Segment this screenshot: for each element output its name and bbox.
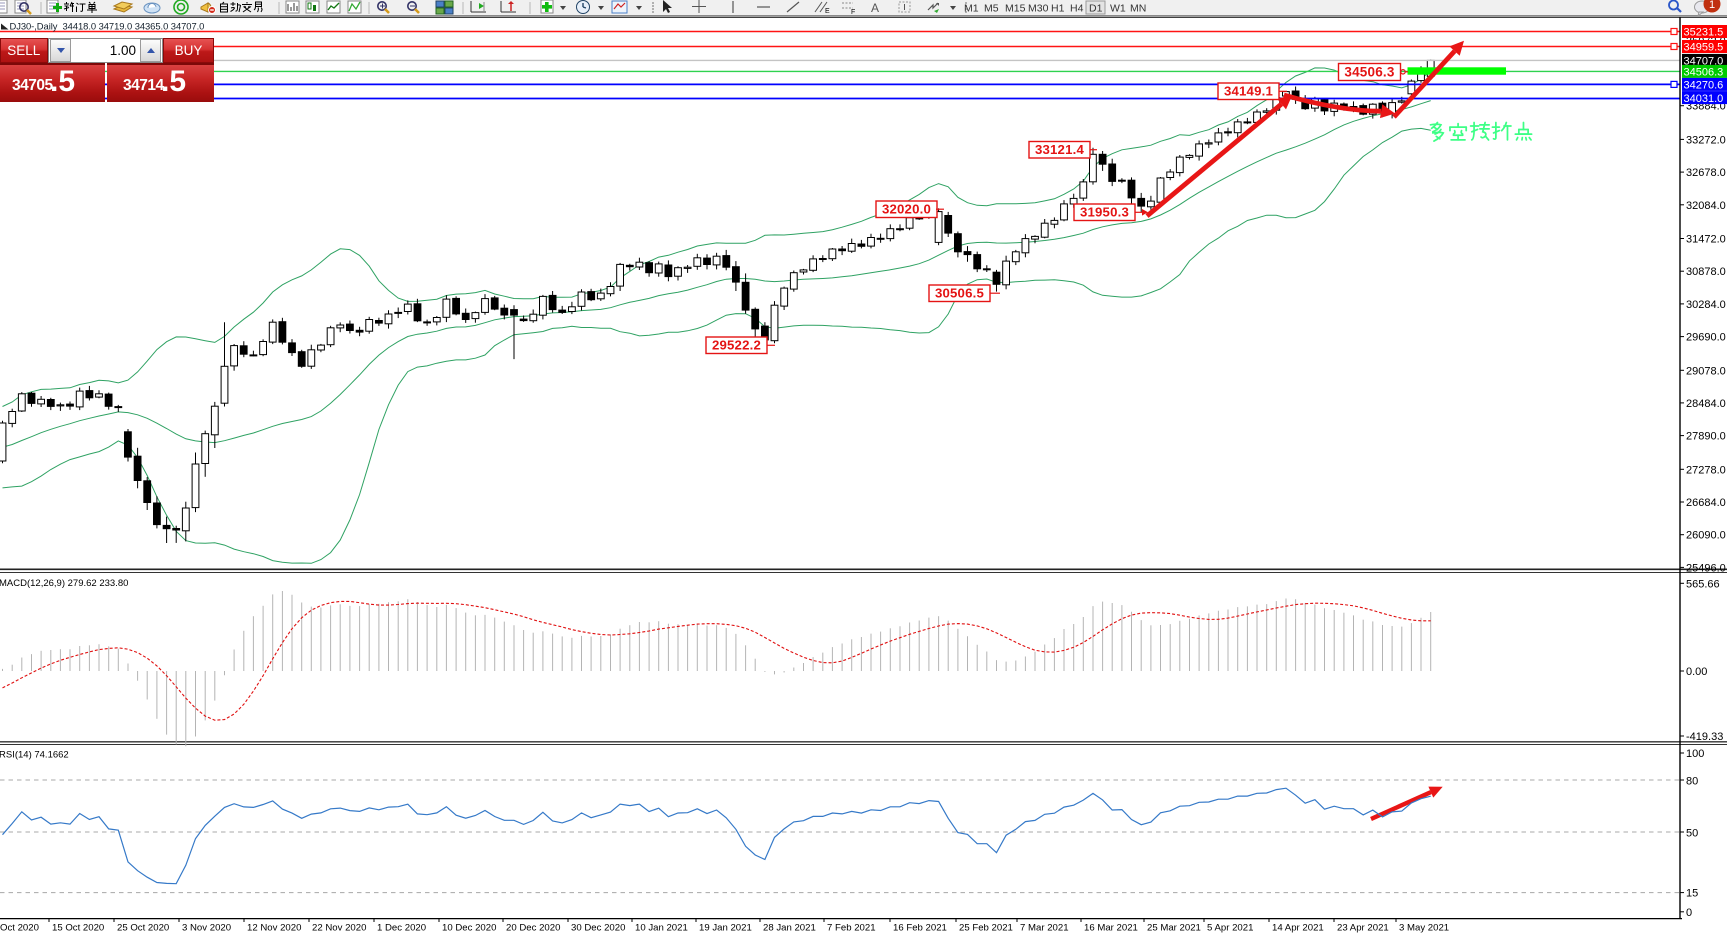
svg-text:23 Apr 2021: 23 Apr 2021 <box>1337 923 1389 934</box>
svg-text:D1: D1 <box>1089 3 1103 15</box>
svg-text:M5: M5 <box>984 3 999 15</box>
svg-text:10 Dec 2020: 10 Dec 2020 <box>442 923 496 934</box>
svg-text:19 Jan 2021: 19 Jan 2021 <box>699 923 752 934</box>
svg-text:32020.0: 32020.0 <box>882 201 931 216</box>
svg-text:12 Nov 2020: 12 Nov 2020 <box>247 923 301 934</box>
svg-text:H1: H1 <box>1051 3 1065 15</box>
svg-text:50: 50 <box>1686 828 1698 840</box>
svg-text:33121.4: 33121.4 <box>1035 142 1085 157</box>
svg-text:W1: W1 <box>1110 3 1126 15</box>
svg-text:M1: M1 <box>964 3 979 15</box>
svg-text:34270.6: 34270.6 <box>1684 80 1724 92</box>
svg-text:29690.0: 29690.0 <box>1686 332 1726 344</box>
svg-text:DJ30-,Daily 34418.0 34719.0 3: DJ30-,Daily 34418.0 34719.0 34365.0 3470… <box>10 20 205 31</box>
svg-text:27890.0: 27890.0 <box>1686 431 1726 443</box>
svg-text:31472.0: 31472.0 <box>1686 234 1726 246</box>
svg-text:H4: H4 <box>1070 3 1084 15</box>
svg-text:34707.0: 34707.0 <box>1684 56 1724 68</box>
svg-text:34149.1: 34149.1 <box>1224 83 1273 98</box>
svg-text:28484.0: 28484.0 <box>1686 398 1726 410</box>
svg-text:25 Mar 2021: 25 Mar 2021 <box>1147 923 1201 934</box>
svg-text:16 Feb 2021: 16 Feb 2021 <box>893 923 947 934</box>
svg-text:1: 1 <box>1709 0 1715 11</box>
svg-text:34506.3: 34506.3 <box>1684 67 1724 79</box>
svg-text:0: 0 <box>1686 907 1692 919</box>
svg-text:MACD(12,26,9) 279.62 233.80: MACD(12,26,9) 279.62 233.80 <box>0 578 128 589</box>
svg-text:34506.3: 34506.3 <box>1344 64 1394 79</box>
svg-text:10 Jan 2021: 10 Jan 2021 <box>635 923 688 934</box>
svg-text:1 Dec 2020: 1 Dec 2020 <box>377 923 426 934</box>
svg-text:33272.0: 33272.0 <box>1686 134 1726 146</box>
svg-text:100: 100 <box>1686 748 1704 760</box>
svg-text:26684.0: 26684.0 <box>1686 497 1726 509</box>
svg-text:25 Feb 2021: 25 Feb 2021 <box>959 923 1013 934</box>
svg-text:34959.5: 34959.5 <box>1684 42 1724 54</box>
svg-text:M15: M15 <box>1005 3 1026 15</box>
svg-text:32678.0: 32678.0 <box>1686 167 1726 179</box>
svg-text:30878.0: 30878.0 <box>1686 266 1726 278</box>
svg-text:29522.2: 29522.2 <box>712 337 761 352</box>
svg-text:31950.3: 31950.3 <box>1080 204 1129 219</box>
svg-text:27278.0: 27278.0 <box>1686 464 1726 476</box>
svg-text:F: F <box>851 9 855 16</box>
svg-text:Oct 2020: Oct 2020 <box>0 923 39 934</box>
svg-text:MN: MN <box>1130 3 1146 15</box>
svg-text:25496.0: 25496.0 <box>1686 562 1726 574</box>
svg-text:M30: M30 <box>1028 3 1049 15</box>
svg-text:30506.5: 30506.5 <box>935 285 984 300</box>
svg-text:3 May 2021: 3 May 2021 <box>1399 923 1449 934</box>
svg-text:7 Mar 2021: 7 Mar 2021 <box>1020 923 1069 934</box>
svg-text:30 Dec 2020: 30 Dec 2020 <box>571 923 625 934</box>
svg-text:20 Dec 2020: 20 Dec 2020 <box>506 923 560 934</box>
svg-text:E: E <box>825 8 830 15</box>
svg-text:26090.0: 26090.0 <box>1686 530 1726 542</box>
svg-text:35231.5: 35231.5 <box>1684 27 1724 39</box>
svg-text:5 Apr 2021: 5 Apr 2021 <box>1207 923 1253 934</box>
svg-text:25 Oct 2020: 25 Oct 2020 <box>117 923 169 934</box>
svg-text:-419.33: -419.33 <box>1686 731 1723 743</box>
svg-text:30284.0: 30284.0 <box>1686 299 1726 311</box>
svg-text:29078.0: 29078.0 <box>1686 365 1726 377</box>
svg-text:80: 80 <box>1686 776 1698 788</box>
svg-text:3 Nov 2020: 3 Nov 2020 <box>182 923 231 934</box>
svg-text:7 Feb 2021: 7 Feb 2021 <box>827 923 876 934</box>
svg-text:565.66: 565.66 <box>1686 578 1720 590</box>
svg-text:14 Apr 2021: 14 Apr 2021 <box>1272 923 1324 934</box>
svg-text:A: A <box>871 1 879 15</box>
svg-text:0.00: 0.00 <box>1686 666 1707 678</box>
svg-text:15 Oct 2020: 15 Oct 2020 <box>52 923 104 934</box>
svg-text:22 Nov 2020: 22 Nov 2020 <box>312 923 366 934</box>
svg-text:34031.0: 34031.0 <box>1684 93 1724 105</box>
svg-text:32084.0: 32084.0 <box>1686 200 1726 212</box>
svg-text:15: 15 <box>1686 888 1698 900</box>
svg-text:RSI(14) 74.1662: RSI(14) 74.1662 <box>0 749 69 760</box>
svg-text:16 Mar 2021: 16 Mar 2021 <box>1084 923 1138 934</box>
svg-text:28 Jan 2021: 28 Jan 2021 <box>763 923 816 934</box>
